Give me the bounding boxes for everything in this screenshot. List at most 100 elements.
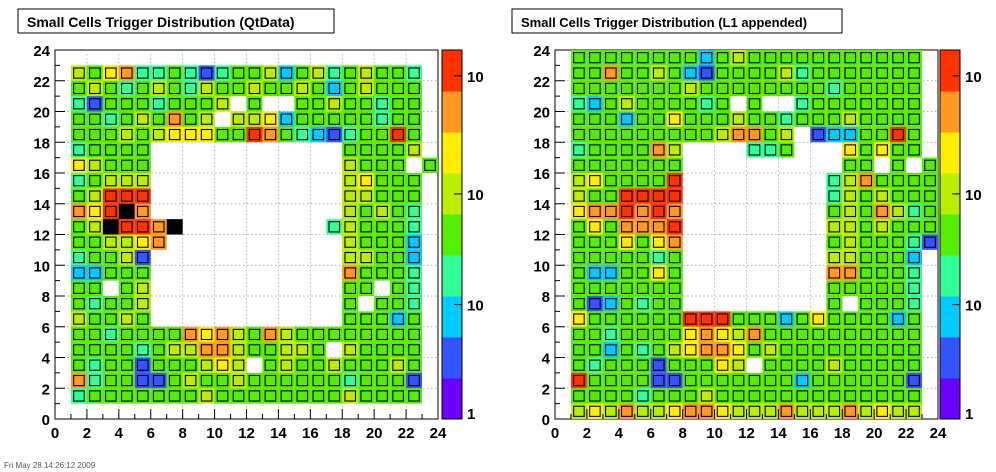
heatmap-cell [70,157,87,173]
heatmap-cell [794,326,811,343]
cell-box-marker [605,113,617,125]
heatmap-cell [730,388,747,404]
heatmap-cell [326,80,343,97]
cell-box-marker [136,128,149,141]
cell-box-marker [589,159,601,171]
heatmap-cell [778,111,795,127]
cell-box-marker [152,98,165,110]
heatmap-cell [874,249,891,266]
heatmap-cell [810,80,827,97]
heatmap-cell [406,326,423,343]
cell-box-marker [344,159,357,171]
colorbar-swatch [940,173,960,215]
heatmap-cell [310,65,327,81]
heatmap-cell [874,296,891,312]
cell-box-marker [312,344,325,356]
heatmap-cell [650,65,667,81]
cell-box-marker [764,52,777,64]
heatmap-cell [858,157,875,173]
cell-box-marker [605,52,617,64]
cell-box-marker [248,344,261,356]
cell-box-marker [184,113,197,125]
cell-box-marker [908,98,920,110]
cell-box-marker [828,236,841,248]
cell-box-marker [764,390,777,402]
cell-box-marker [828,113,841,125]
heatmap-cell [826,342,843,358]
cell-box-marker [636,82,649,95]
heatmap-cell [666,203,683,220]
heatmap-cell [390,326,407,343]
heatmap-cell [358,326,375,343]
cell-box-marker [620,344,633,356]
cell-box-marker [780,128,793,141]
cell-box-marker [860,159,873,171]
heatmap-cell [634,280,651,296]
heatmap-cell [586,188,603,204]
heatmap-cell [618,157,635,173]
heatmap-cell [714,80,731,97]
cell-box-marker [652,267,665,279]
heatmap-cell [150,80,167,97]
heatmap-cell [618,280,635,296]
cell-box-marker [780,344,793,356]
cells [570,50,938,419]
heatmap-cell [326,326,343,343]
heatmap-cell [246,372,263,389]
cell-box-marker [636,267,649,279]
heatmap-cell [150,111,167,127]
cell-box-marker [184,344,197,356]
cell-box-marker [232,359,245,371]
heatmap-cell [358,188,375,204]
heatmap-cell [86,80,103,97]
heatmap-cell [86,311,103,327]
heatmap-cell [86,157,103,173]
heatmap-cell [166,342,183,358]
heatmap-cell [890,326,907,343]
heatmap-cell [714,342,731,358]
cell-box-marker [796,359,809,371]
cell-box-marker [876,190,888,202]
cell-box-marker [668,267,681,279]
heatmap-cell [634,372,651,389]
heatmap-cell [602,311,619,327]
heatmap-cell [406,280,423,296]
heatmap-cell [118,388,135,404]
heatmap-cell [102,126,119,143]
heatmap-cell [650,296,667,312]
heatmap-cell [874,96,891,112]
heatmap-cell [634,388,651,404]
heatmap-cell [390,219,407,235]
cell-box-marker [589,221,601,233]
cell-box-marker [360,390,373,402]
cell-box-marker [392,82,404,95]
heatmap-cell [634,342,651,358]
cell-box-marker [392,328,404,341]
heatmap-cell [102,342,119,358]
heatmap-cell [714,326,731,343]
heatmap-cell [842,372,859,389]
heatmap-cell [70,372,87,389]
cell-box-marker [264,359,277,371]
cell-box-marker [668,236,681,248]
cell-box-marker [684,344,697,356]
heatmap-cell [214,372,231,389]
cell-box-marker [860,144,873,156]
heatmap-cell [390,234,407,250]
cell-box-marker [589,267,601,279]
heatmap-cell [586,173,603,189]
heatmap-cell [890,403,907,419]
cell-box-marker [684,113,697,125]
cell-box-marker [168,390,181,402]
cell-box-marker [168,328,181,341]
cell-box-marker [828,298,841,310]
cell-box-marker [924,236,936,248]
heatmap-cell [746,96,763,112]
cell-box-marker [184,328,197,341]
heatmap-cell [602,203,619,220]
heatmap-cell [262,326,279,343]
cell-box-marker [360,159,373,171]
cell-box-marker [716,359,729,371]
heatmap-cell [650,203,667,220]
heatmap-cell [278,65,295,81]
